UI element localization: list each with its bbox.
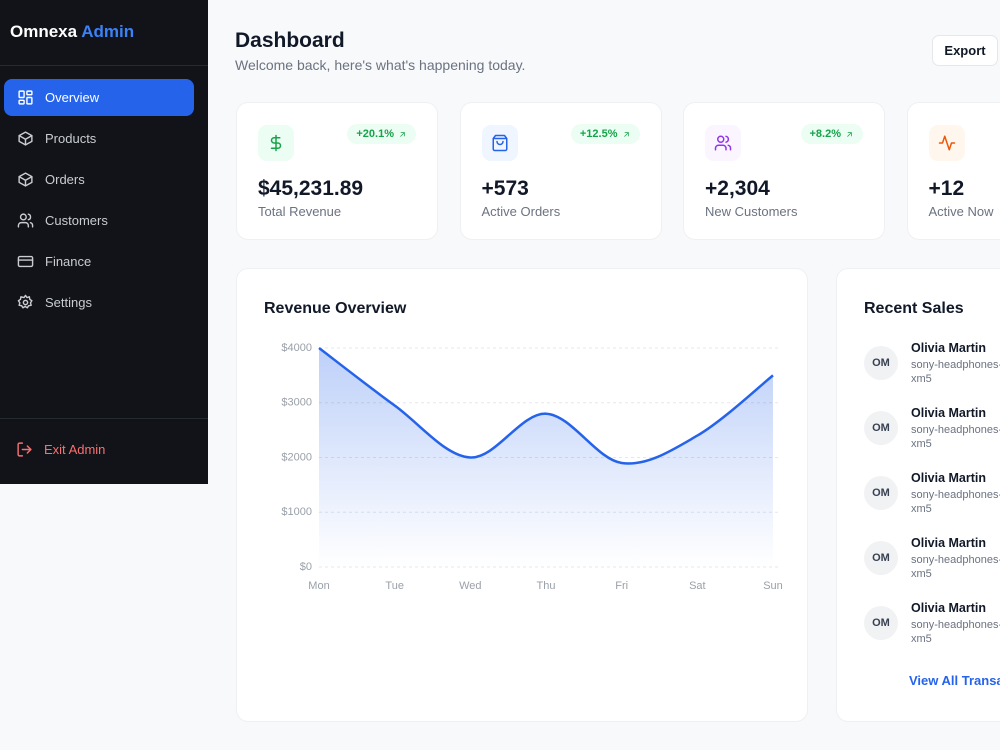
icon [938,135,955,151]
sidebar: Omnexa Admin Exit Admin Overview Products… [0,0,208,484]
icon [17,255,34,268]
icon [492,134,507,152]
change-value: +20.1% [356,128,394,140]
change-value: +12.5% [579,128,618,140]
nav-label: Orders [45,172,85,187]
view-all-link[interactable]: View All Transactions [909,673,1000,688]
avatar: OM [864,541,898,575]
page-subtitle: Welcome back, here's what's happening to… [235,57,526,73]
x-tick-label: Mon [308,580,329,592]
x-tick-label: Tue [385,580,404,592]
chart-title: Revenue Overview [264,300,407,317]
x-tick-label: Thu [537,580,556,592]
line [318,347,774,465]
nav-item[interactable]: Settings [4,284,194,321]
icon [714,135,732,151]
nav-item[interactable]: Finance [4,243,194,280]
stat-card: +20.1% $45,231.89 Total Revenue [236,102,438,240]
x-tick-label: Wed [459,580,481,592]
chart: Revenue Overview $0 $1000 $2000 $3000 $4000 M… [264,300,783,592]
icon [847,131,852,137]
brand[interactable]: Omnexa Admin [10,22,134,42]
icon [623,131,629,137]
change-badge: +12.5% [570,124,640,144]
nav-item[interactable]: Customers [4,202,194,239]
stat-icon [481,125,518,161]
nav-label: Overview [45,90,100,105]
y-tick-label: $0 [300,561,312,573]
page-title: Dashboard [235,29,345,52]
y-tick-label: $1000 [281,506,312,518]
icon [18,172,33,187]
product-name: sony-headphones-xm5 [911,424,1000,450]
brand-suffix: Admin [81,22,135,41]
nav-label: Products [45,131,97,146]
y-tick-label: $3000 [281,397,312,409]
nav-item[interactable]: Orders [4,161,194,198]
stat-card: +12 Active Now [906,102,1000,240]
change-badge: +20.1% [347,124,416,144]
stat-card: +8.2% +2,304 New Customers [683,102,885,240]
exit-icon [17,442,32,457]
icon [18,90,33,105]
customer-name: Olivia Martin [911,406,987,420]
change-badge: +8.2% [800,124,863,144]
stat-icon [258,125,294,161]
customer-name: Olivia Martin [911,471,987,485]
customer-name: Olivia Martin [911,341,987,355]
nav-item[interactable]: Products [4,120,194,157]
stat-value: +2,304 [705,177,770,200]
stat-card: +12.5% +573 Active Orders [459,102,662,240]
stat-value: $45,231.89 [258,177,364,200]
avatar: OM [864,476,898,510]
exit-label: Exit Admin [44,442,106,457]
avatar: OM [864,346,898,380]
icon [18,131,33,146]
change-value: +8.2% [809,128,842,140]
product-name: sony-headphones-xm5 [911,359,1000,385]
area [319,348,773,567]
avatar: OM [864,606,898,640]
stat-label: Active Now [928,204,994,219]
nav-label: Settings [45,295,92,310]
nav-label: Finance [45,254,92,269]
chart-card: Revenue Overview $0 $1000 $2000 $3000 $4000 M… [236,268,808,722]
customer-name: Olivia Martin [911,601,987,615]
stat-label: New Customers [705,204,798,219]
icon [400,131,405,137]
avatar: OM [864,411,898,445]
stat-label: Total Revenue [258,204,342,219]
stat-value: +573 [481,177,529,200]
stat-icon [705,125,741,161]
brand-name: Omnexa [10,22,78,41]
product-name: sony-headphones-xm5 [911,489,1000,515]
exit-button[interactable]: Exit Admin [16,441,105,458]
y-tick-label: $4000 [281,342,312,354]
recent-sales-title: Recent Sales [864,300,964,317]
divider [0,418,208,419]
divider [0,65,208,66]
export-button[interactable]: Export [932,35,998,66]
product-name: sony-headphones-xm5 [911,554,1000,580]
product-name: sony-headphones-xm5 [911,619,1000,645]
y-tick-label: $2000 [281,451,312,463]
stat-value: +12 [928,177,965,200]
nav-label: Customers [45,213,108,228]
icon [17,294,33,309]
icon [17,213,34,228]
x-tick-label: Sun [763,580,783,592]
x-tick-label: Fri [615,580,628,592]
x-tick-label: Sat [689,580,706,592]
nav-item[interactable]: Overview [4,79,194,116]
icon [270,134,282,152]
recent-sales-card: Recent Sales View All Transactions OM Oli… [836,268,1000,722]
stat-label: Active Orders [481,204,561,219]
customer-name: Olivia Martin [911,536,987,550]
stat-icon [928,125,965,161]
